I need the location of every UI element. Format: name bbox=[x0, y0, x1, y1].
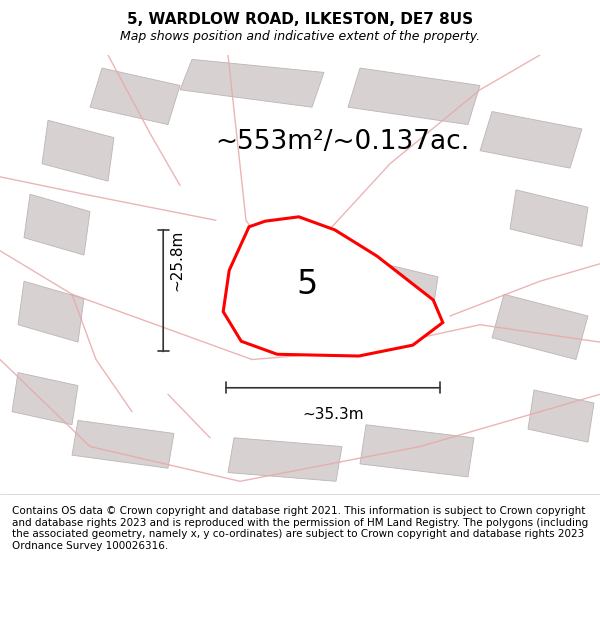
Polygon shape bbox=[72, 421, 174, 468]
Polygon shape bbox=[18, 281, 84, 342]
Text: ~553m²/~0.137ac.: ~553m²/~0.137ac. bbox=[215, 129, 469, 155]
Polygon shape bbox=[276, 277, 354, 333]
Polygon shape bbox=[492, 294, 588, 359]
Text: Contains OS data © Crown copyright and database right 2021. This information is : Contains OS data © Crown copyright and d… bbox=[12, 506, 588, 551]
Text: Map shows position and indicative extent of the property.: Map shows position and indicative extent… bbox=[120, 30, 480, 43]
Polygon shape bbox=[90, 68, 180, 124]
Polygon shape bbox=[528, 390, 594, 442]
Polygon shape bbox=[510, 190, 588, 246]
Polygon shape bbox=[42, 120, 114, 181]
Polygon shape bbox=[360, 259, 438, 316]
Polygon shape bbox=[348, 68, 480, 124]
Text: ~25.8m: ~25.8m bbox=[169, 229, 184, 291]
Polygon shape bbox=[480, 111, 582, 168]
Polygon shape bbox=[12, 372, 78, 425]
Polygon shape bbox=[360, 425, 474, 477]
Text: 5, WARDLOW ROAD, ILKESTON, DE7 8US: 5, WARDLOW ROAD, ILKESTON, DE7 8US bbox=[127, 12, 473, 27]
Polygon shape bbox=[24, 194, 90, 255]
Text: 5: 5 bbox=[296, 268, 317, 301]
Polygon shape bbox=[223, 217, 443, 356]
Polygon shape bbox=[180, 59, 324, 108]
Polygon shape bbox=[228, 438, 342, 481]
Text: ~35.3m: ~35.3m bbox=[302, 408, 364, 422]
